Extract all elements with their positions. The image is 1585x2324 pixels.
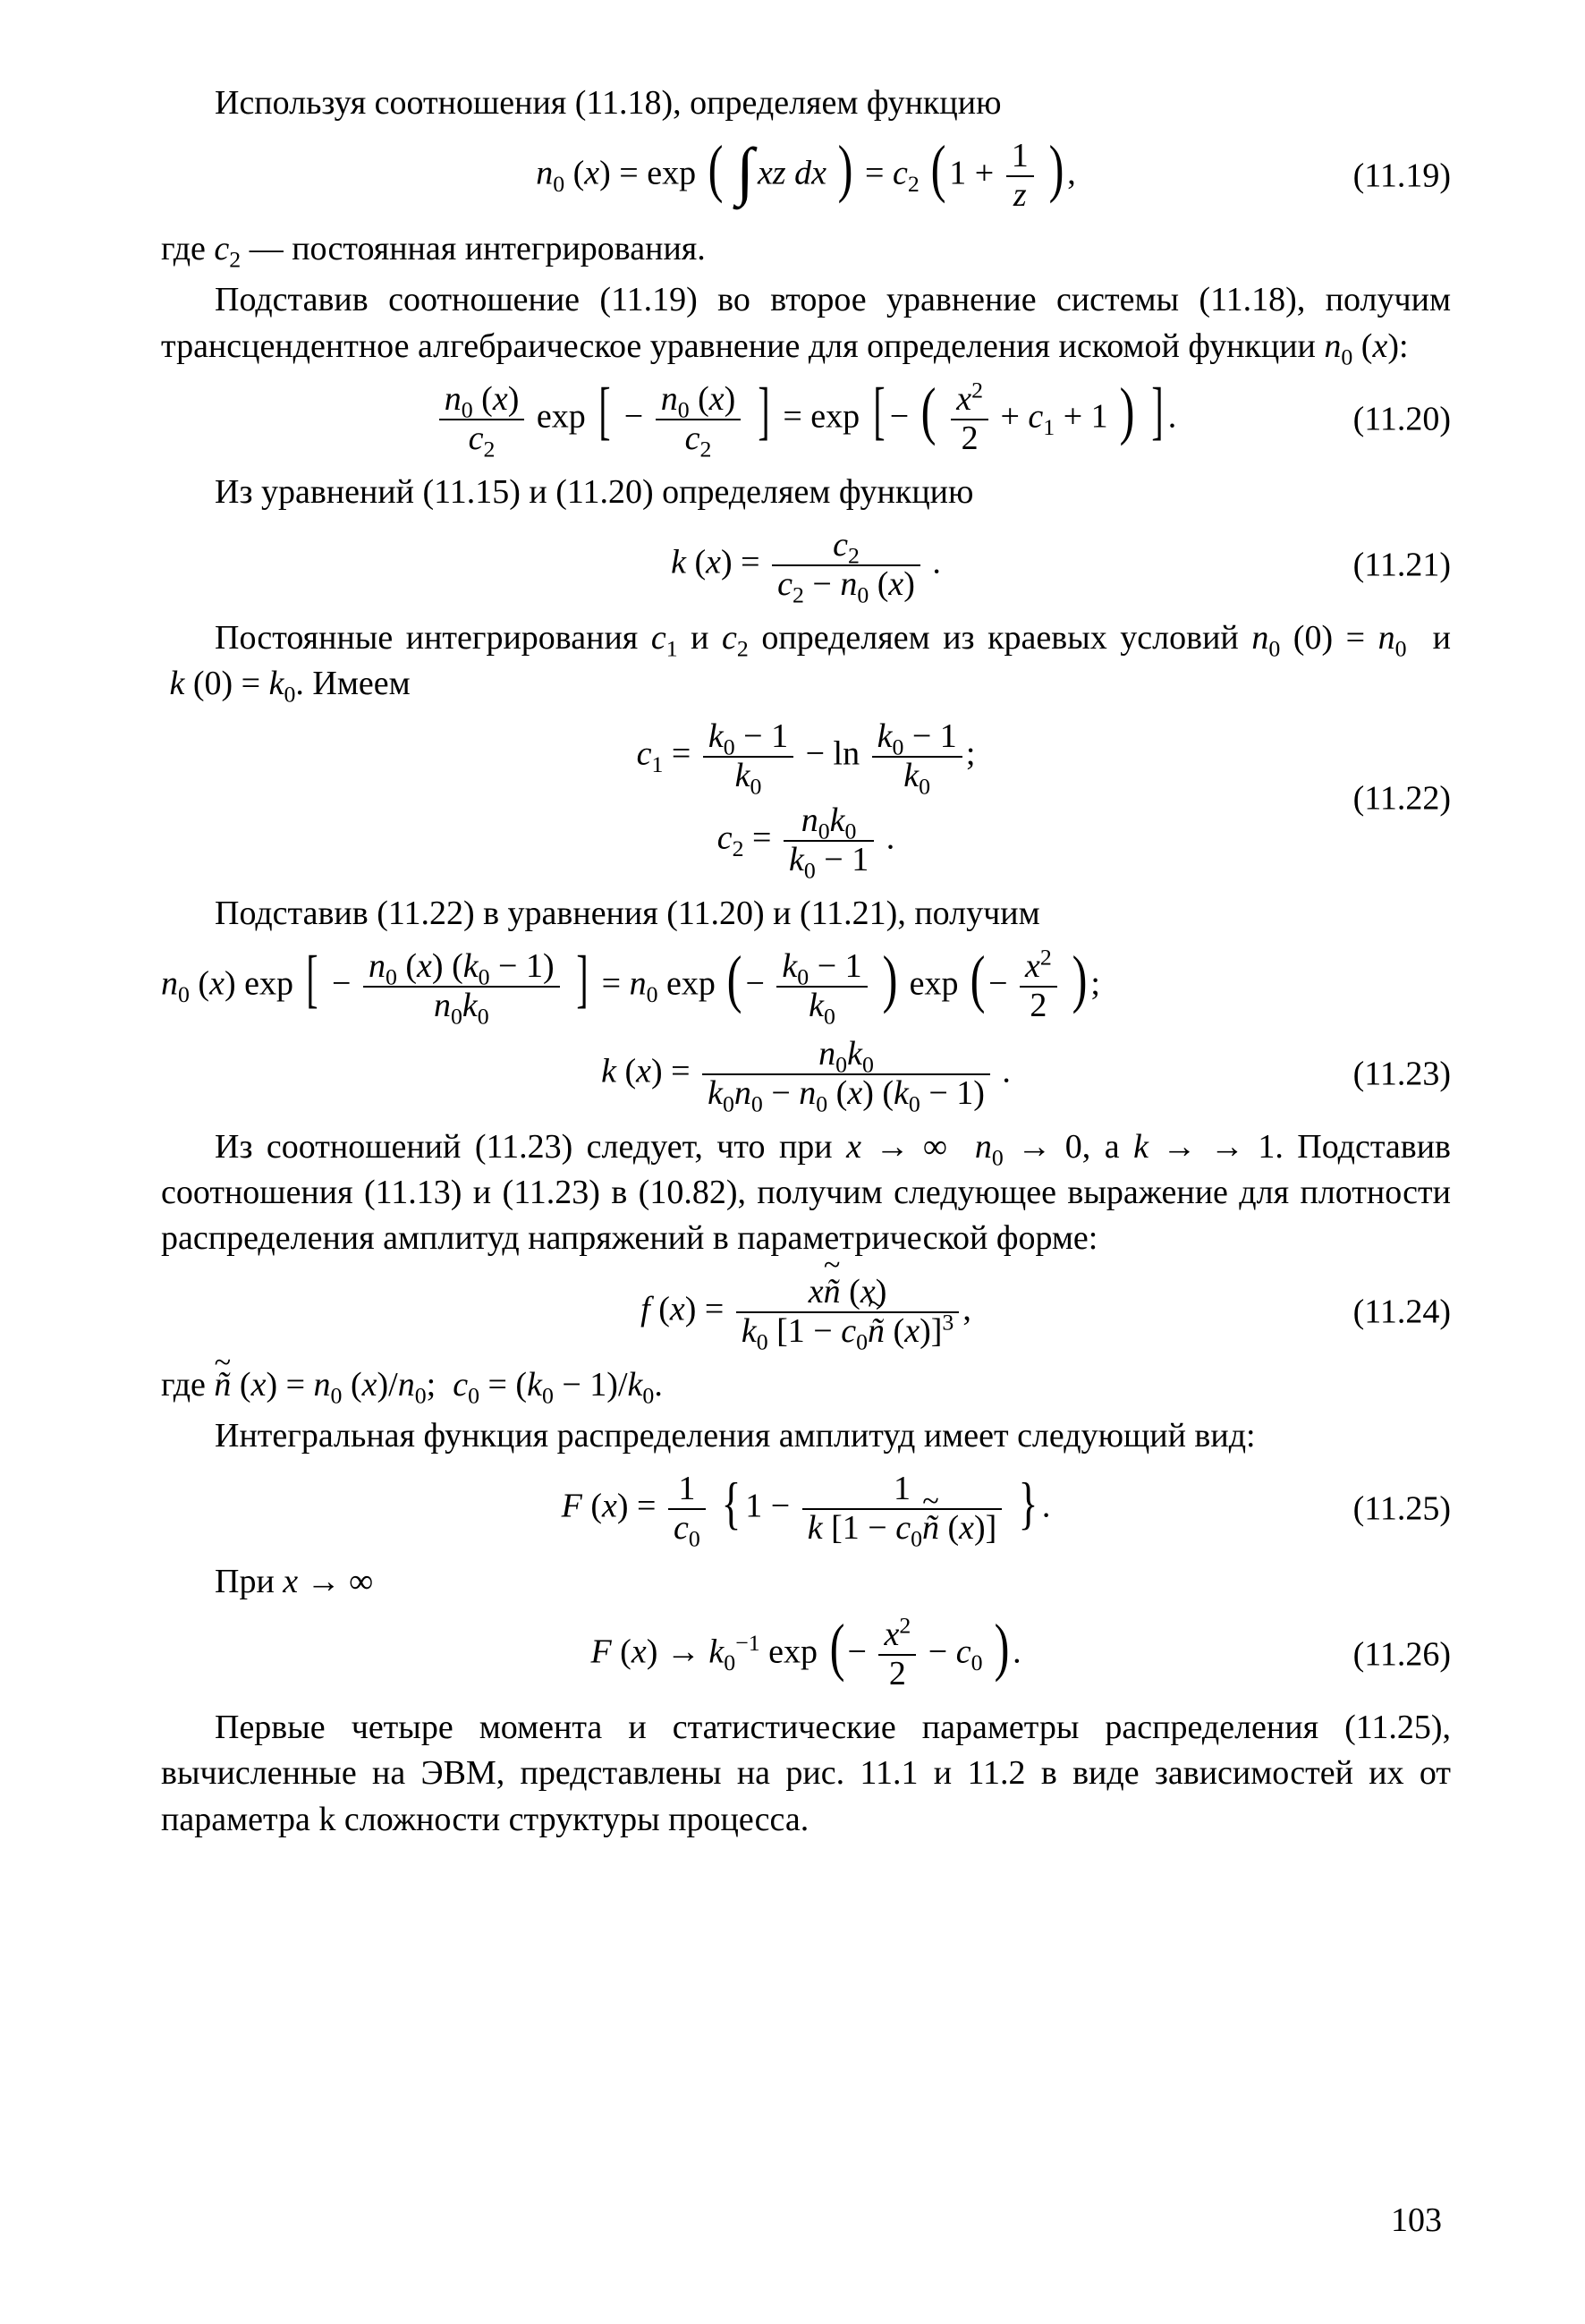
text-paragraph: где ñ (x) = n0 (x)/n0; c0 = (k0 − 1)/k0. [161,1362,1451,1408]
equation-number: (11.23) [1353,1051,1451,1097]
page-number: 103 [1391,2198,1442,2243]
text-run: — постоянная интегрирования. [241,230,706,267]
equation-body: k (x) = n0k0 k0n0 − n0 (x) (k0 − 1) . [161,1037,1451,1112]
equation-number: (11.25) [1353,1486,1451,1531]
equation-body: n0 (x) c2 exp [ − n0 (x) c2 ] = exp [− (… [161,382,1451,457]
text-paragraph: Первые четыре момента и статистические п… [161,1705,1451,1843]
equation-number: (11.19) [1353,154,1451,199]
equation-11-22: c1 = k0 − 1 k0 − ln k0 − 1 k0 ; c2 = n0k… [161,719,1451,878]
equation-body: n0 (x) exp [ − n0 (x) (k0 − 1) n0k0 ] = … [161,949,1451,1024]
text-run: где [161,1366,214,1404]
equation-11-20: n0 (x) c2 exp [ − n0 (x) c2 ] = exp [− (… [161,382,1451,457]
text-paragraph: Подставив (11.22) в уравнения (11.20) и … [161,891,1451,937]
equation-body: F (x) = 1c0 {1 − 1 k [1 − c0ñ (x)] }. [161,1472,1451,1547]
page: Используя соотношения (11.18), определяе… [0,0,1585,2324]
equation-11-23b: k (x) = n0k0 k0n0 − n0 (x) (k0 − 1) . (1… [161,1037,1451,1112]
text-paragraph: Из соотношений (11.23) следует, что при … [161,1124,1451,1262]
equation-11-25: F (x) = 1c0 {1 − 1 k [1 − c0ñ (x)] }. (1… [161,1472,1451,1547]
text-paragraph: Постоянные интегрирования c1 и c2 опреде… [161,615,1451,708]
equation-body: F (x) → k0−1 exp (− x22 − c0 ). [161,1617,1451,1692]
equation-11-23a: n0 (x) exp [ − n0 (x) (k0 − 1) n0k0 ] = … [161,949,1451,1024]
text-run: где [161,230,214,267]
equation-11-19: n0 (x) = exp ( ∫xz dx ) = c2 (1 + 1z ), … [161,139,1451,214]
equation-11-26: F (x) → k0−1 exp (− x22 − c0 ). (11.26) [161,1617,1451,1692]
text-paragraph: Используя соотношения (11.18), определяе… [161,81,1451,126]
text-paragraph: Подставив соотношение (11.19) во второе … [161,277,1451,369]
text-paragraph: При x → ∞ [161,1559,1451,1605]
equation-body: n0 (x) = exp ( ∫xz dx ) = c2 (1 + 1z ), [161,139,1451,214]
text-run: . [654,1366,663,1404]
text-run: Подставив соотношение (11.19) во второе … [161,281,1451,364]
equation-body: k (x) = c2 c2 − n0 (x) . [161,528,1451,603]
text-run: Постоянные интегрирования [215,619,651,657]
text-paragraph: Интегральная функция распределения ампли… [161,1413,1451,1459]
text-paragraph: где c2 — постоянная интегрирования. [161,226,1451,272]
text-run: Из соотношений (11.23) следует, что при [215,1128,846,1166]
text-run: и [678,619,722,657]
equation-number: (11.22) [1353,776,1451,822]
equation-body: f (x) = xñ (x) k0 [1 − c0ñ (x)]3 , [161,1275,1451,1350]
equation-11-21: k (x) = c2 c2 − n0 (x) . (11.21) [161,528,1451,603]
text-run: При [215,1563,283,1600]
equation-number: (11.24) [1353,1289,1451,1335]
text-run: : [1399,327,1409,365]
equation-body: c1 = k0 − 1 k0 − ln k0 − 1 k0 ; c2 = n0k… [161,719,1451,878]
equation-number: (11.20) [1353,396,1451,442]
equation-number: (11.26) [1353,1632,1451,1677]
text-paragraph: Из уравнений (11.15) и (11.20) определяе… [161,470,1451,515]
text-run: . Имеем [295,665,410,702]
equation-number: (11.21) [1353,542,1451,588]
text-run: определяем из краевых условий [749,619,1251,657]
equation-11-24: f (x) = xñ (x) k0 [1 − c0ñ (x)]3 , (11.2… [161,1275,1451,1350]
